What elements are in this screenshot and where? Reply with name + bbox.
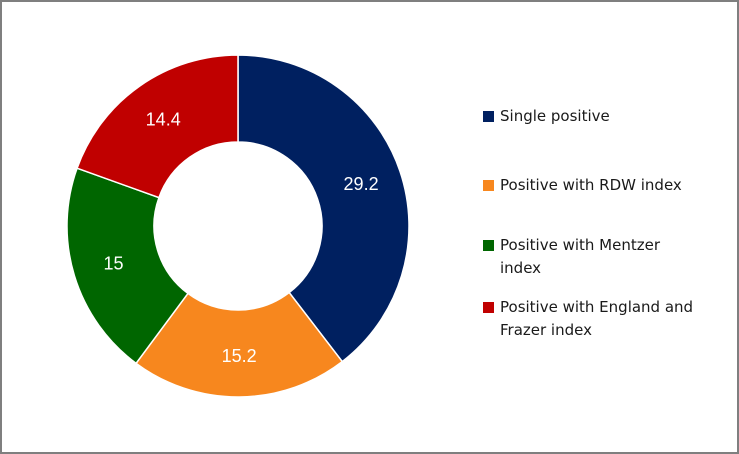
slice-value-label-4: 14.4 <box>146 110 181 130</box>
legend-swatch <box>483 240 494 251</box>
donut-slice-4 <box>76 54 239 199</box>
legend-item-england-frazer-index: Positive with England and Frazer index <box>483 296 728 342</box>
legend-label: Positive with England and Frazer index <box>500 298 694 339</box>
legend-item-mentzer-index: Positive with Mentzer index <box>483 234 700 280</box>
legend-swatch <box>483 302 494 313</box>
slice-value-label-1: 29.2 <box>344 174 379 194</box>
legend-item-single-positive: Single positive <box>483 105 728 128</box>
legend-label: Positive with Mentzer index <box>500 236 661 277</box>
donut-slice-2 <box>135 291 344 398</box>
slice-value-label-2: 15.2 <box>222 346 257 366</box>
legend-swatch <box>483 111 494 122</box>
legend-label: Positive with RDW index <box>500 176 682 194</box>
donut-slice-3 <box>66 167 189 365</box>
slice-value-label-3: 15 <box>104 254 124 274</box>
legend-item-rdw-index: Positive with RDW index <box>483 174 728 197</box>
donut-slice-1 <box>237 54 410 363</box>
legend-label: Single positive <box>500 107 610 125</box>
legend-swatch <box>483 180 494 191</box>
